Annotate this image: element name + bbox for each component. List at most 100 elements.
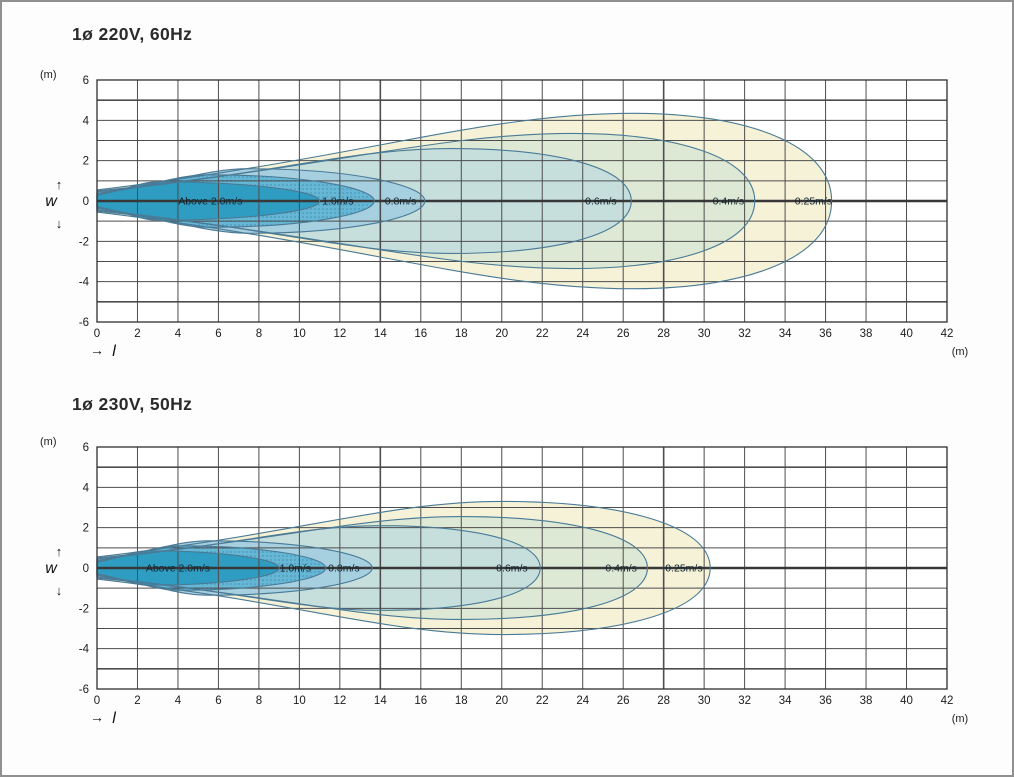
x-tick-label: 10 xyxy=(293,328,306,340)
x-tick-label: 24 xyxy=(576,328,589,340)
x-tick-label: 34 xyxy=(779,695,792,707)
y-tick-label: 2 xyxy=(83,523,89,535)
x-tick-label: 30 xyxy=(698,328,711,340)
y-tick-label: 6 xyxy=(83,442,89,454)
y-axis-unit-label: (m) xyxy=(40,69,57,81)
velocity-contour-chart-230v-50hz: 0.25m/s 0.4m/s 0.6m/s 0.8m/s 1.0m/s Above 2.0… xyxy=(40,436,969,727)
x-tick-label: 30 xyxy=(698,695,711,707)
band-label: 0.8m/s xyxy=(328,563,360,575)
y-tick-label: 4 xyxy=(83,482,90,494)
y-axis-unit-label: (m) xyxy=(40,436,57,448)
x-tick-label: 6 xyxy=(215,695,221,707)
x-axis-unit-label: (m) xyxy=(952,346,969,358)
x-tick-label: 6 xyxy=(215,328,221,340)
x-tick-label: 16 xyxy=(414,328,427,340)
band-label: 1.0m/s xyxy=(280,563,312,575)
band-label: 0.6m/s xyxy=(585,196,617,208)
y-tick-label: 6 xyxy=(83,75,89,87)
x-tick-label: 14 xyxy=(374,695,387,707)
x-tick-label: 22 xyxy=(536,328,549,340)
velocity-contour-line-1 xyxy=(96,545,327,591)
band-label: Above 2.0m/s xyxy=(178,196,242,208)
x-tick-label: 24 xyxy=(576,695,589,707)
x-tick-label: 40 xyxy=(900,695,913,707)
band-label: Above 2.0m/s xyxy=(146,563,210,575)
x-tick-label: 18 xyxy=(455,328,468,340)
x-tick-label: 36 xyxy=(819,328,832,340)
velocity-contour-line-0_6 xyxy=(96,525,541,611)
velocity-contour-line-0_8 xyxy=(96,168,426,234)
velocity-contour-line-1 xyxy=(96,174,375,228)
velocity-contour-line-2 xyxy=(96,181,321,221)
x-tick-label: 20 xyxy=(495,328,508,340)
band-label: 0.4m/s xyxy=(605,563,637,575)
y-tick-label: -2 xyxy=(79,603,89,615)
x-axis-symbol: l xyxy=(112,710,116,727)
x-tick-label: 32 xyxy=(738,328,751,340)
y-axis-symbol: w xyxy=(45,193,58,210)
x-tick-label: 16 xyxy=(414,695,427,707)
x-tick-label: 38 xyxy=(860,695,873,707)
y-tick-label: -4 xyxy=(79,644,90,656)
y-tick-label: 0 xyxy=(83,196,89,208)
y-tick-label: -6 xyxy=(79,684,89,696)
plot-border xyxy=(96,79,948,323)
right-arrow-icon: → xyxy=(90,709,104,725)
x-tick-label: 14 xyxy=(374,328,387,340)
x-tick-label: 36 xyxy=(819,695,832,707)
x-tick-label: 12 xyxy=(333,695,346,707)
x-tick-label: 42 xyxy=(941,328,954,340)
velocity-contour-line-0_25 xyxy=(96,112,833,290)
y-tick-label: 0 xyxy=(83,563,89,575)
y-tick-label: 4 xyxy=(83,115,90,127)
x-axis-unit-label: (m) xyxy=(952,713,969,725)
x-tick-label: 22 xyxy=(536,695,549,707)
x-tick-label: 26 xyxy=(617,695,630,707)
velocity-contour-line-2 xyxy=(96,550,280,586)
up-arrow-icon: ↑ xyxy=(56,544,63,559)
x-tick-label: 12 xyxy=(333,328,346,340)
x-tick-label: 2 xyxy=(134,695,140,707)
x-tick-label: 18 xyxy=(455,695,468,707)
band-label: 0.4m/s xyxy=(713,196,745,208)
x-tick-label: 10 xyxy=(293,695,306,707)
x-tick-label: 4 xyxy=(175,328,182,340)
x-tick-label: 32 xyxy=(738,695,751,707)
x-tick-label: 8 xyxy=(256,695,262,707)
x-tick-label: 38 xyxy=(860,328,873,340)
x-tick-label: 28 xyxy=(657,328,670,340)
x-tick-label: 26 xyxy=(617,328,630,340)
x-tick-label: 40 xyxy=(900,328,913,340)
chart-title-220v-60hz: 1ø 220V, 60Hz xyxy=(72,24,193,44)
x-tick-label: 0 xyxy=(94,328,100,340)
velocity-contour-line-0_25 xyxy=(96,500,711,636)
y-tick-label: -2 xyxy=(79,236,89,248)
down-arrow-icon: ↓ xyxy=(56,583,63,598)
x-tick-label: 2 xyxy=(134,328,140,340)
x-tick-label: 42 xyxy=(941,695,954,707)
up-arrow-icon: ↑ xyxy=(56,177,63,192)
x-tick-label: 34 xyxy=(779,328,792,340)
velocity-contour-line-0_6 xyxy=(96,148,632,254)
y-tick-label: 2 xyxy=(83,156,89,168)
band-label: 0.6m/s xyxy=(496,563,528,575)
x-tick-label: 0 xyxy=(94,695,100,707)
band-label: 0.25m/s xyxy=(795,196,832,208)
y-tick-label: -6 xyxy=(79,317,89,329)
band-label: 0.8m/s xyxy=(385,196,417,208)
velocity-contour-line-0_4 xyxy=(96,132,756,270)
down-arrow-icon: ↓ xyxy=(56,216,63,231)
x-tick-label: 8 xyxy=(256,328,262,340)
x-tick-label: 28 xyxy=(657,695,670,707)
y-axis-symbol: w xyxy=(45,560,58,577)
velocity-contour-line-0_8 xyxy=(96,540,373,596)
band-label: 0.25m/s xyxy=(665,563,702,575)
y-tick-label: -4 xyxy=(79,277,90,289)
chart-title-230v-50hz: 1ø 230V, 50Hz xyxy=(72,394,193,414)
x-axis-symbol: l xyxy=(112,343,116,360)
x-tick-label: 4 xyxy=(175,695,182,707)
right-arrow-icon: → xyxy=(90,342,104,358)
velocity-contour-chart-220v-60hz: 0.25m/s 0.4m/s 0.6m/s 0.8m/s 1.0m/s Above 2.0… xyxy=(40,69,969,360)
plot-border xyxy=(96,446,948,690)
